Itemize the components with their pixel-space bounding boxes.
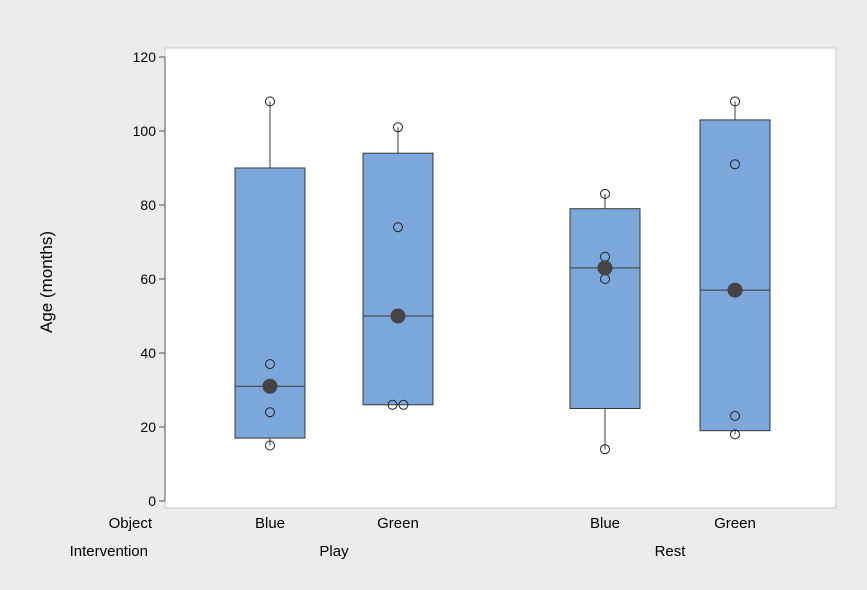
object-label: Blue: [590, 515, 620, 532]
boxes-layer: [234, 96, 771, 455]
y-axis-label: Age (months): [37, 231, 56, 333]
iqr-box: [569, 208, 641, 409]
y-tick-label: 20: [140, 419, 156, 435]
y-tick-label: 0: [148, 493, 156, 509]
mean-marker: [262, 378, 278, 394]
y-tick-label: 40: [140, 345, 156, 361]
data-point: [730, 96, 740, 107]
intervention-label: Rest: [655, 543, 687, 560]
row-label-object: Object: [109, 515, 153, 532]
mean-marker: [390, 308, 406, 324]
data-point: [265, 407, 275, 418]
object-label: Blue: [255, 515, 285, 532]
box-rest-blue: [569, 188, 641, 455]
data-point: [265, 440, 275, 451]
mean-marker: [727, 282, 743, 298]
data-point: [265, 96, 275, 107]
data-point: [393, 122, 403, 133]
object-label: Green: [714, 515, 756, 532]
data-point: [265, 359, 275, 370]
data-point: [730, 410, 740, 421]
data-point: [393, 222, 403, 233]
box-play-green: [362, 122, 434, 410]
box-play-blue: [234, 96, 306, 451]
mean-marker: [597, 260, 613, 276]
box-rest-green: [699, 96, 771, 440]
data-point: [600, 444, 610, 455]
category-labels: Age (months) Object Intervention Blue Gre…: [37, 231, 756, 560]
intervention-label: Play: [319, 543, 349, 560]
y-tick-label: 100: [133, 123, 157, 139]
row-label-intervention: Intervention: [70, 543, 148, 560]
data-point: [730, 429, 740, 440]
data-point: [600, 188, 610, 199]
y-axis: 0 20 40 60 80 100 120: [133, 49, 166, 509]
iqr-box: [699, 119, 771, 432]
data-point: [387, 399, 398, 410]
y-tick-label: 80: [140, 197, 156, 213]
y-tick-label: 60: [140, 271, 156, 287]
y-tick-label: 120: [133, 49, 157, 65]
data-point: [398, 399, 409, 410]
data-point: [730, 159, 740, 170]
object-label: Green: [377, 515, 419, 532]
iqr-box: [234, 167, 306, 439]
iqr-box: [362, 152, 434, 406]
